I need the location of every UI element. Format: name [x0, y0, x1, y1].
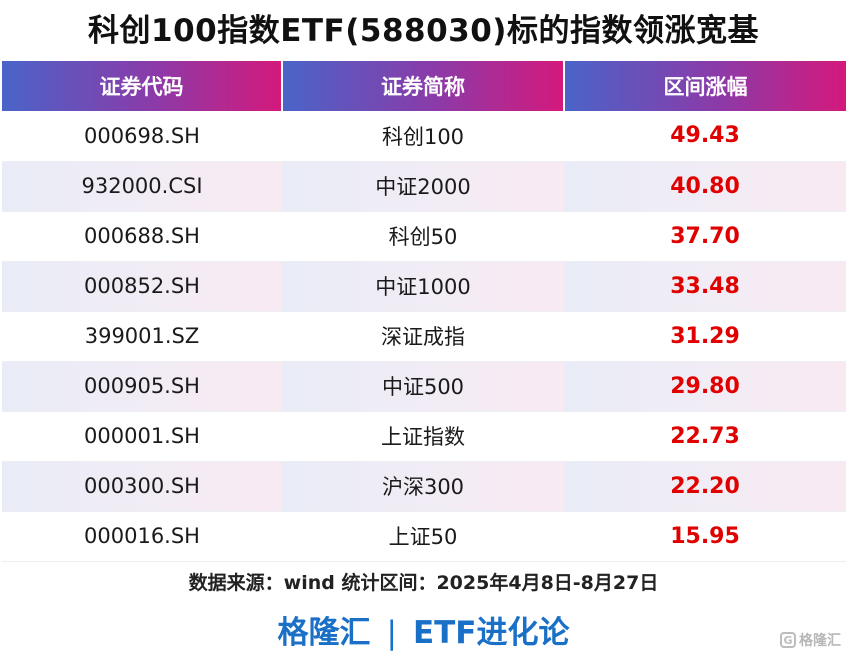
header-security-name: 证券简称 — [281, 61, 564, 111]
brand-separator: | — [386, 615, 397, 651]
cell-change: 15.95 — [564, 511, 846, 562]
cell-change: 22.20 — [564, 461, 846, 512]
table-row: 000016.SH 上证50 15.95 — [2, 511, 846, 562]
table-header-row: 证券代码 证券简称 区间涨幅 — [2, 61, 846, 111]
cell-change: 22.73 — [564, 411, 846, 462]
index-performance-table: 证券代码 证券简称 区间涨幅 000698.SH 科创100 49.43 932… — [2, 61, 846, 562]
cell-code: 000300.SH — [2, 461, 282, 512]
watermark: G 格隆汇 — [780, 629, 841, 651]
cell-change: 31.29 — [564, 311, 846, 362]
cell-code: 399001.SZ — [2, 311, 282, 362]
watermark-text: 格隆汇 — [799, 633, 841, 649]
cell-code: 000688.SH — [2, 211, 282, 262]
cell-change: 33.48 — [564, 261, 846, 312]
gelonghui-logo-icon: G — [780, 632, 796, 648]
cell-name: 中证1000 — [282, 261, 564, 312]
table-row: 399001.SZ 深证成指 31.29 — [2, 311, 846, 362]
cell-code: 000852.SH — [2, 261, 282, 312]
table-row: 000852.SH 中证1000 33.48 — [2, 261, 846, 312]
cell-name: 中证2000 — [282, 161, 564, 212]
cell-change: 29.80 — [564, 361, 846, 412]
cell-code: 000698.SH — [2, 111, 282, 162]
cell-name: 科创100 — [282, 111, 564, 162]
cell-name: 中证500 — [282, 361, 564, 412]
cell-name: 深证成指 — [282, 311, 564, 362]
cell-change: 40.80 — [564, 161, 846, 212]
table-row: 932000.CSI 中证2000 40.80 — [2, 161, 846, 212]
cell-name: 上证指数 — [282, 411, 564, 462]
table-row: 000688.SH 科创50 37.70 — [2, 211, 846, 262]
header-security-code: 证券代码 — [2, 61, 282, 111]
cell-code: 000001.SH — [2, 411, 282, 462]
data-source-note: 数据来源：wind 统计区间：2025年4月8日-8月27日 — [188, 572, 659, 594]
cell-code: 000905.SH — [2, 361, 282, 412]
brand-footer: 格隆汇 | ETF进化论 — [0, 608, 847, 658]
page-title: 科创100指数ETF(588030)标的指数领涨宽基 — [88, 13, 759, 49]
cell-code: 000016.SH — [2, 511, 282, 562]
cell-name: 上证50 — [282, 511, 564, 562]
cell-change: 37.70 — [564, 211, 846, 262]
table-row: 000698.SH 科创100 49.43 — [2, 111, 846, 162]
cell-name: 沪深300 — [282, 461, 564, 512]
table-row: 000001.SH 上证指数 22.73 — [2, 411, 846, 462]
brand-name: 格隆汇 — [277, 615, 371, 651]
table-row: 000300.SH 沪深300 22.20 — [2, 461, 846, 512]
cell-change: 49.43 — [564, 111, 846, 162]
brand-column-name: ETF进化论 — [412, 615, 570, 651]
cell-code: 932000.CSI — [2, 161, 282, 212]
header-period-change: 区间涨幅 — [563, 61, 846, 111]
table-row: 000905.SH 中证500 29.80 — [2, 361, 846, 412]
cell-name: 科创50 — [282, 211, 564, 262]
